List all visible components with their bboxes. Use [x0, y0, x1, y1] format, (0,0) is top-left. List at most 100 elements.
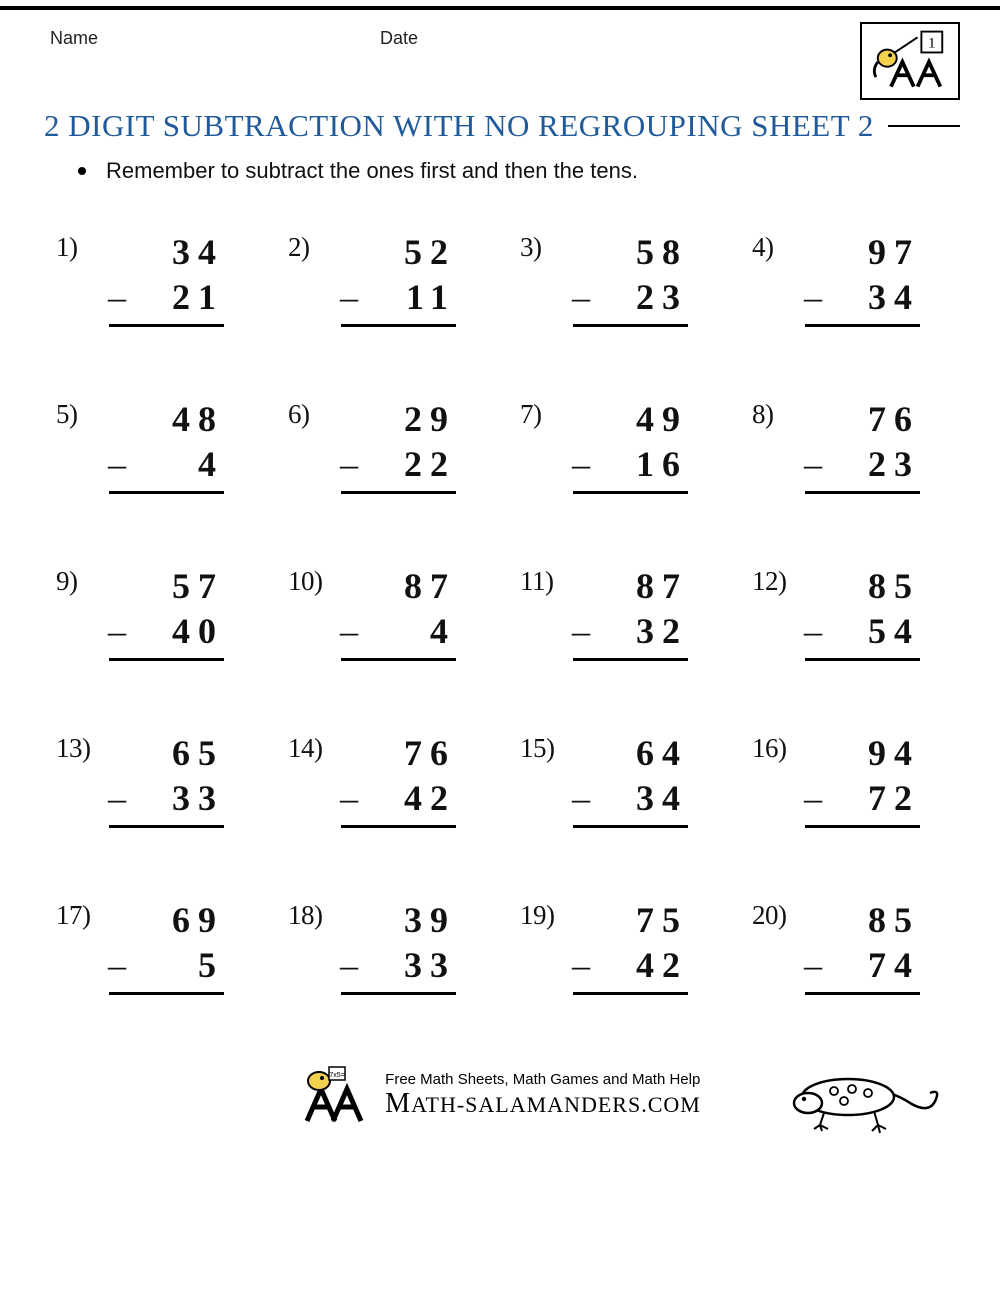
- problem-number: 19): [520, 898, 570, 931]
- footer-tagline: Free Math Sheets, Math Games and Math He…: [385, 1071, 701, 1088]
- answer-rule: [805, 324, 920, 327]
- minuend: 49: [570, 397, 688, 442]
- answer-rule: [573, 658, 688, 661]
- problem: 9)57–40: [56, 564, 248, 661]
- problem-stack: 76–42: [338, 731, 456, 828]
- operator: –: [802, 442, 862, 487]
- worksheet-title: 2 DIGIT SUBTRACTION WITH NO REGROUPING S…: [44, 108, 874, 144]
- problems-grid: 1)34–212)52–113)58–234)97–345)48–46)29–2…: [0, 184, 1000, 995]
- footer-logo-icon: 7x5=: [299, 1065, 371, 1125]
- operator: –: [570, 442, 630, 487]
- problem-stack: 39–33: [338, 898, 456, 995]
- operator: –: [338, 275, 400, 320]
- minuend: 52: [338, 230, 456, 275]
- answer-rule: [341, 825, 456, 828]
- operator: –: [802, 776, 862, 821]
- problem: 5)48–4: [56, 397, 248, 494]
- bullet-icon: [78, 167, 86, 175]
- lizard-icon: [790, 1059, 940, 1139]
- date-label: Date: [380, 28, 810, 49]
- subtrahend: 5: [198, 943, 224, 988]
- operator: –: [802, 609, 862, 654]
- answer-rule: [805, 825, 920, 828]
- problem-number: 13): [56, 731, 106, 764]
- subtrahend: 42: [636, 943, 688, 988]
- minuend: 48: [106, 397, 224, 442]
- operator: –: [802, 943, 862, 988]
- operator: –: [570, 275, 630, 320]
- problem-stack: 65–33: [106, 731, 224, 828]
- minuend: 64: [570, 731, 688, 776]
- problem: 8)76–23: [752, 397, 944, 494]
- operator: –: [802, 275, 862, 320]
- instruction-text: Remember to subtract the ones first and …: [106, 158, 638, 184]
- instruction-row: Remember to subtract the ones first and …: [0, 144, 1000, 184]
- problem-number: 11): [520, 564, 570, 597]
- minuend: 97: [802, 230, 920, 275]
- footer-site: MATH-SALAMANDERS.COM: [385, 1088, 701, 1120]
- problem-stack: 87–4: [338, 564, 456, 661]
- subtrahend: 34: [636, 776, 688, 821]
- answer-rule: [109, 825, 224, 828]
- minuend: 65: [106, 731, 224, 776]
- problem-number: 12): [752, 564, 802, 597]
- subtrahend: 23: [636, 275, 688, 320]
- answer-rule: [341, 491, 456, 494]
- problem: 4)97–34: [752, 230, 944, 327]
- problem-stack: 69–5: [106, 898, 224, 995]
- problem-number: 14): [288, 731, 338, 764]
- problem-stack: 52–11: [338, 230, 456, 327]
- answer-rule: [573, 324, 688, 327]
- problem-stack: 87–32: [570, 564, 688, 661]
- minuend: 57: [106, 564, 224, 609]
- problem-number: 20): [752, 898, 802, 931]
- minuend: 34: [106, 230, 224, 275]
- minuend: 29: [338, 397, 456, 442]
- problem-number: 6): [288, 397, 338, 430]
- answer-rule: [805, 658, 920, 661]
- answer-rule: [109, 491, 224, 494]
- problem: 15)64–34: [520, 731, 712, 828]
- operator: –: [106, 275, 166, 320]
- minuend: 39: [338, 898, 456, 943]
- problem-number: 1): [56, 230, 106, 263]
- answer-rule: [805, 491, 920, 494]
- problem-stack: 49–16: [570, 397, 688, 494]
- subtrahend: 40: [172, 609, 224, 654]
- answer-rule: [573, 825, 688, 828]
- problem-stack: 76–23: [802, 397, 920, 494]
- problem: 6)29–22: [288, 397, 480, 494]
- problem-stack: 97–34: [802, 230, 920, 327]
- problem-number: 4): [752, 230, 802, 263]
- problem: 3)58–23: [520, 230, 712, 327]
- problem: 10)87–4: [288, 564, 480, 661]
- answer-rule: [341, 658, 456, 661]
- title-row: 2 DIGIT SUBTRACTION WITH NO REGROUPING S…: [44, 108, 960, 144]
- operator: –: [338, 442, 398, 487]
- answer-rule: [341, 992, 456, 995]
- problem: 17)69–5: [56, 898, 248, 995]
- problem-stack: 64–34: [570, 731, 688, 828]
- answer-rule: [805, 992, 920, 995]
- operator: –: [106, 609, 166, 654]
- problem-number: 9): [56, 564, 106, 597]
- problem-number: 15): [520, 731, 570, 764]
- operator: –: [570, 776, 630, 821]
- top-divider: [0, 0, 1000, 10]
- problem: 19)75–42: [520, 898, 712, 995]
- operator: –: [106, 943, 192, 988]
- problem: 20)85–74: [752, 898, 944, 995]
- problem-number: 10): [288, 564, 338, 597]
- problem-stack: 48–4: [106, 397, 224, 494]
- answer-rule: [341, 324, 456, 327]
- problem: 7)49–16: [520, 397, 712, 494]
- problem-stack: 85–54: [802, 564, 920, 661]
- problem: 2)52–11: [288, 230, 480, 327]
- operator: –: [338, 609, 424, 654]
- problem-stack: 75–42: [570, 898, 688, 995]
- subtrahend: 33: [172, 776, 224, 821]
- operator: –: [106, 776, 166, 821]
- minuend: 58: [570, 230, 688, 275]
- subtrahend: 72: [868, 776, 920, 821]
- operator: –: [338, 943, 398, 988]
